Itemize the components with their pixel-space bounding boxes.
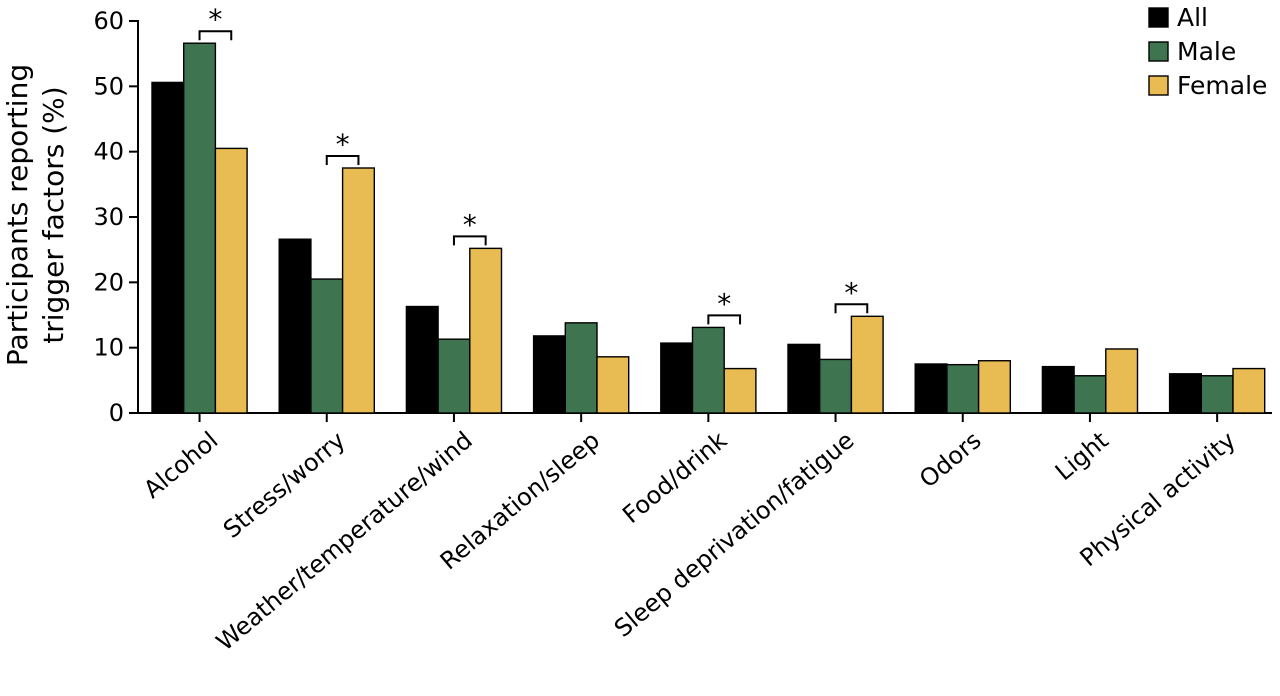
legend-label-male: Male xyxy=(1177,37,1236,66)
y-tick-label: 30 xyxy=(93,203,124,231)
bar-female-8 xyxy=(1105,348,1139,414)
bar-all-8 xyxy=(1041,365,1075,414)
significance-bracket xyxy=(834,303,869,314)
y-tick-label: 50 xyxy=(93,72,124,100)
bar-female-9 xyxy=(1232,367,1266,414)
bar-all-4 xyxy=(532,335,566,414)
significance-star: * xyxy=(717,287,731,320)
bar-male-6 xyxy=(819,358,853,414)
category-label: Sleep deprivation/fatigue xyxy=(609,426,859,643)
significance-markers: * * * * * xyxy=(198,3,869,325)
significance-star: * xyxy=(844,276,858,309)
category-labels: AlcoholStress/worryWeather/temperature/w… xyxy=(138,426,1241,656)
category-label: Stress/worry xyxy=(218,426,351,544)
legend-label-all: All xyxy=(1177,3,1208,32)
bar-female-2 xyxy=(341,167,376,414)
bar-male-5 xyxy=(691,326,725,414)
bar-female-1 xyxy=(214,147,248,414)
legend-label-female: Female xyxy=(1177,71,1267,100)
bar-female-4 xyxy=(596,356,630,414)
significance-bracket xyxy=(452,235,487,246)
significance-star: * xyxy=(463,208,477,241)
bar-male-4 xyxy=(564,322,598,414)
bar-male-8 xyxy=(1073,375,1107,414)
bar-all-1 xyxy=(151,81,185,414)
y-tick-label: 40 xyxy=(93,138,124,166)
y-tick-label: 20 xyxy=(93,268,124,296)
bar-female-6 xyxy=(850,315,884,414)
legend: All Male Female xyxy=(1148,3,1267,100)
bar-all-5 xyxy=(660,342,694,414)
bar-all-9 xyxy=(1168,373,1202,414)
category-label: Food/drink xyxy=(617,426,732,529)
bar-male-1 xyxy=(182,42,217,414)
category-label: Odors xyxy=(914,426,987,493)
category-label: Alcohol xyxy=(138,426,223,504)
bar-male-3 xyxy=(437,338,471,414)
significance-star: * xyxy=(336,128,350,161)
bar-male-7 xyxy=(946,363,980,414)
y-axis-title: Participants reporting trigger factors (… xyxy=(1,64,70,366)
significance-bracket xyxy=(707,314,742,325)
significance-star: * xyxy=(208,3,222,36)
bar-all-6 xyxy=(787,343,821,414)
y-tick-label: 0 xyxy=(109,399,124,427)
y-tick-label: 60 xyxy=(93,7,124,35)
significance-bracket xyxy=(198,30,233,41)
legend-swatch-female xyxy=(1148,75,1169,96)
bar-all-2 xyxy=(278,238,312,414)
bar-male-2 xyxy=(310,278,344,414)
bar-female-3 xyxy=(469,247,503,414)
bars xyxy=(151,42,1266,414)
significance-bracket xyxy=(325,155,360,165)
bar-male-9 xyxy=(1200,375,1234,414)
legend-swatch-male xyxy=(1148,41,1169,62)
y-axis-title-line-1: Participants reporting xyxy=(1,64,34,366)
bar-all-7 xyxy=(914,363,948,414)
bar-all-3 xyxy=(405,305,439,414)
y-tick-label: 10 xyxy=(93,334,124,362)
category-label: Weather/temperature/wind xyxy=(211,426,478,656)
y-axis-title-line-2: trigger factors (%) xyxy=(37,86,70,343)
bar-female-5 xyxy=(723,367,757,414)
legend-swatch-all xyxy=(1148,7,1169,28)
category-label: Light xyxy=(1050,426,1114,486)
bar-female-7 xyxy=(977,360,1011,414)
